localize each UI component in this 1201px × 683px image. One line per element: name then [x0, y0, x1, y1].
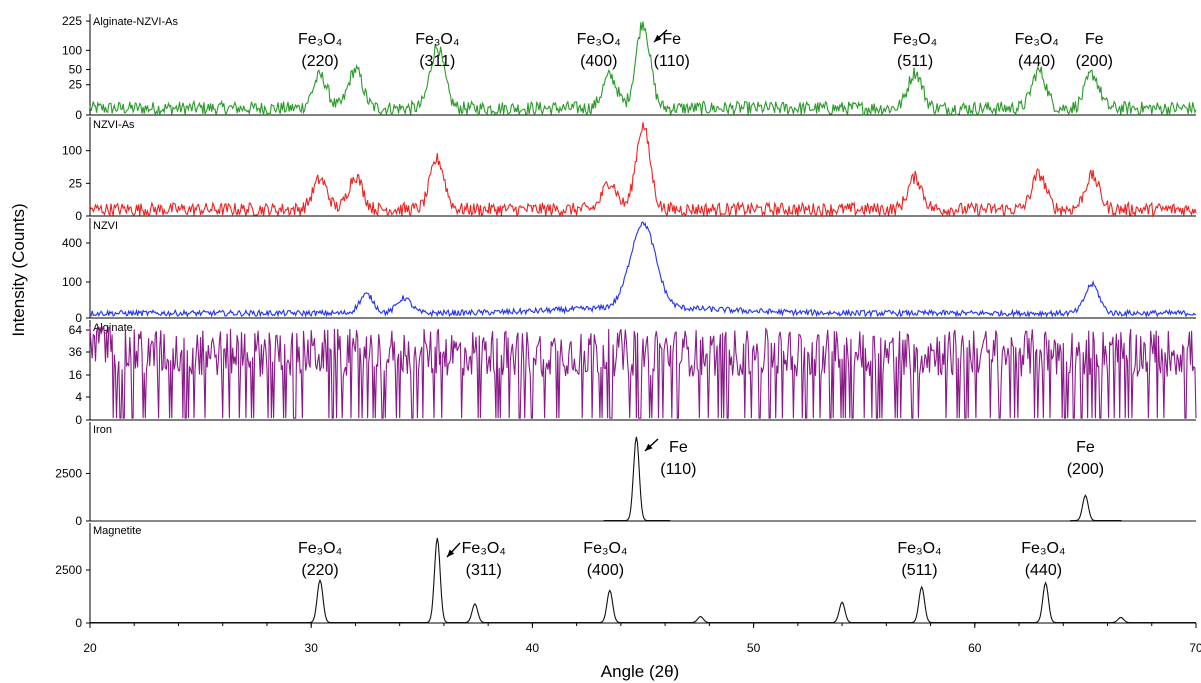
peak-annotation-index: (220) [301, 562, 338, 579]
y-tick-label: 36 [69, 345, 83, 359]
iron-fe110-arrow-head [645, 443, 653, 451]
peak-annotation-phase: Fe₃O₄ [298, 540, 342, 557]
peak-annotation-index: (511) [897, 53, 933, 70]
x-tick-label: 20 [83, 641, 97, 655]
y-tick-label: 100 [62, 43, 82, 57]
x-tick-label: 40 [526, 641, 540, 655]
y-tick-label: 225 [62, 14, 82, 28]
peak-annotation-phase: Fe [1085, 31, 1104, 48]
peak-annotation-index: (400) [580, 53, 617, 70]
series-line [89, 221, 1197, 319]
panel-label: Magnetite [93, 525, 141, 537]
panel-nzvi: 400 100 0 NZVI [62, 218, 1197, 325]
peak-annotation-phase: Fe₃O₄ [577, 31, 621, 48]
peak-annotation-index: (400) [587, 562, 624, 579]
peak-annotation-phase: Fe [662, 31, 681, 48]
peak-annotation-phase: Fe₃O₄ [298, 31, 342, 48]
y-tick-label: 0 [75, 108, 82, 122]
chart-panels: 22510050250Alginate-NZVI-AsFe₃O₄(220)Fe₃… [55, 14, 1197, 630]
y-tick-label: 25 [69, 176, 83, 190]
peak-annotation-phase: Fe₃O₄ [583, 540, 627, 557]
y-tick-label: 0 [75, 413, 82, 427]
peak-annotation-index: (440) [1018, 53, 1055, 70]
peak-annotation-index: (440) [1025, 562, 1062, 579]
y-tick-label: 100 [62, 275, 82, 289]
x-tick-label: 70 [1189, 641, 1201, 655]
peak-annotation-phase: Fe [669, 439, 688, 456]
peak-annotation-index: (110) [660, 461, 696, 478]
series-line [89, 21, 1197, 117]
panel-alginate: 64 36 16 4 0 Alginate [69, 320, 1197, 427]
x-tick-label: 60 [968, 641, 982, 655]
panel-label: NZVI-As [93, 119, 135, 131]
peak-annotation-phase: Fe₃O₄ [462, 540, 506, 557]
peak-annotation-index: (200) [1067, 461, 1104, 478]
peak-annotation-phase: Fe₃O₄ [415, 31, 459, 48]
x-axis-title: Angle (2θ) [601, 662, 679, 681]
panel-label: Alginate-NZVI-As [93, 16, 178, 28]
x-tick-label: 50 [747, 641, 761, 655]
fe110-arrow-head [654, 34, 662, 42]
series-line [90, 436, 1196, 522]
peak-annotation-index: (311) [419, 53, 455, 70]
x-axis: 20 30 40 50 60 70 [83, 29, 1201, 655]
y-tick-label: 0 [75, 209, 82, 223]
series-line [89, 122, 1197, 218]
peak-annotation-phase: Fe [1076, 439, 1095, 456]
y-axis-title: Intensity (Counts) [9, 203, 28, 336]
peak-annotation-phase: Fe₃O₄ [893, 31, 937, 48]
peak-annotation-phase: Fe₃O₄ [1015, 31, 1059, 48]
peak-annotation-phase: Fe₃O₄ [1021, 540, 1065, 557]
panel-label: NZVI [93, 220, 118, 232]
y-tick-label: 0 [75, 616, 82, 630]
y-tick-label: 50 [69, 63, 83, 77]
series-line [90, 537, 1196, 624]
y-tick-label: 2500 [55, 466, 82, 480]
y-tick-label: 400 [62, 236, 82, 250]
y-tick-label: 25 [69, 78, 83, 92]
peak-annotation-index: (220) [301, 53, 338, 70]
panel-nzvi-as: 100 25 0 NZVI-As [62, 117, 1197, 223]
panel-magnetite: 2500 0 Magnetite Fe₃O₄ (220) Fe₃O₄ (311) Fe₃O₄ (… [55, 523, 1196, 630]
y-tick-label: 64 [69, 323, 83, 337]
panel-label: Alginate [93, 322, 133, 334]
peak-annotation-index: (511) [901, 562, 937, 579]
peak-annotation-index: (200) [1076, 53, 1113, 70]
y-tick-label: 2500 [55, 563, 82, 577]
series-line [89, 325, 1197, 419]
y-tick-label: 0 [75, 514, 82, 528]
panel-iron: 2500 0 Iron Fe (110) Fe (200) [55, 422, 1196, 528]
peak-annotation-phase: Fe₃O₄ [897, 540, 941, 557]
y-tick-label: 16 [69, 368, 83, 382]
y-tick-label: 100 [62, 144, 82, 158]
y-tick-label: 0 [75, 311, 82, 325]
panel-label: Iron [93, 424, 112, 436]
peak-annotation-index: (110) [654, 53, 690, 70]
x-tick-label: 30 [305, 641, 319, 655]
fe3o4-311-arrow-head [447, 549, 455, 557]
y-tick-label: 4 [75, 390, 82, 404]
peak-annotation-index: (311) [466, 562, 502, 579]
